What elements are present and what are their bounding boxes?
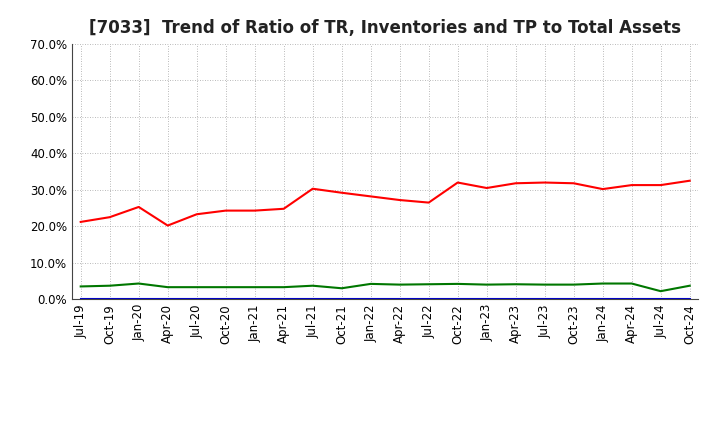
Trade Receivables	[511, 181, 520, 186]
Inventories	[135, 296, 143, 301]
Inventories	[251, 296, 259, 301]
Trade Payables	[541, 282, 549, 287]
Trade Payables	[135, 281, 143, 286]
Inventories	[163, 296, 172, 301]
Trade Payables	[395, 282, 404, 287]
Trade Payables	[482, 282, 491, 287]
Inventories	[627, 296, 636, 301]
Trade Receivables	[251, 208, 259, 213]
Trade Payables	[598, 281, 607, 286]
Trade Receivables	[366, 194, 375, 199]
Trade Receivables	[338, 190, 346, 195]
Inventories	[338, 296, 346, 301]
Trade Receivables	[454, 180, 462, 185]
Trade Payables	[279, 285, 288, 290]
Trade Payables	[105, 283, 114, 288]
Trade Payables	[366, 281, 375, 286]
Trade Payables	[76, 284, 85, 289]
Trade Receivables	[76, 219, 85, 224]
Inventories	[685, 296, 694, 301]
Line: Trade Receivables: Trade Receivables	[81, 181, 690, 226]
Trade Payables	[570, 282, 578, 287]
Inventories	[366, 296, 375, 301]
Trade Receivables	[105, 215, 114, 220]
Trade Receivables	[482, 185, 491, 191]
Trade Payables	[163, 285, 172, 290]
Inventories	[541, 296, 549, 301]
Trade Payables	[454, 281, 462, 286]
Trade Receivables	[221, 208, 230, 213]
Trade Receivables	[541, 180, 549, 185]
Inventories	[570, 296, 578, 301]
Trade Payables	[338, 286, 346, 291]
Trade Receivables	[627, 183, 636, 188]
Trade Receivables	[135, 204, 143, 209]
Inventories	[482, 296, 491, 301]
Inventories	[105, 296, 114, 301]
Inventories	[221, 296, 230, 301]
Trade Receivables	[163, 223, 172, 228]
Trade Receivables	[570, 181, 578, 186]
Inventories	[279, 296, 288, 301]
Trade Payables	[627, 281, 636, 286]
Trade Payables	[657, 289, 665, 294]
Trade Receivables	[308, 186, 317, 191]
Trade Payables	[511, 282, 520, 287]
Inventories	[424, 296, 433, 301]
Trade Payables	[192, 285, 201, 290]
Inventories	[76, 296, 85, 301]
Trade Payables	[221, 285, 230, 290]
Inventories	[598, 296, 607, 301]
Inventories	[454, 296, 462, 301]
Trade Receivables	[192, 212, 201, 217]
Inventories	[395, 296, 404, 301]
Trade Payables	[308, 283, 317, 288]
Legend: Trade Receivables, Inventories, Trade Payables: Trade Receivables, Inventories, Trade Pa…	[155, 438, 616, 440]
Trade Receivables	[424, 200, 433, 205]
Inventories	[657, 296, 665, 301]
Trade Receivables	[279, 206, 288, 212]
Inventories	[511, 296, 520, 301]
Trade Payables	[685, 283, 694, 288]
Line: Trade Payables: Trade Payables	[81, 283, 690, 291]
Trade Receivables	[657, 183, 665, 188]
Inventories	[192, 296, 201, 301]
Trade Receivables	[395, 198, 404, 203]
Inventories	[308, 296, 317, 301]
Trade Receivables	[685, 178, 694, 183]
Trade Payables	[251, 285, 259, 290]
Title: [7033]  Trend of Ratio of TR, Inventories and TP to Total Assets: [7033] Trend of Ratio of TR, Inventories…	[89, 19, 681, 37]
Trade Receivables	[598, 187, 607, 192]
Trade Payables	[424, 282, 433, 287]
